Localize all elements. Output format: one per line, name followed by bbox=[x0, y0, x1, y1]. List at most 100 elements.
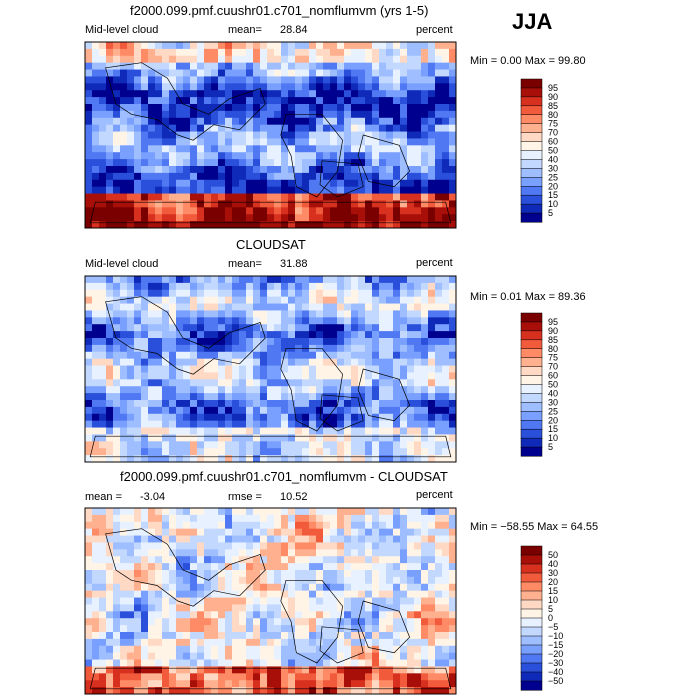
panel-2-frame bbox=[84, 275, 457, 463]
colorbar-swatch bbox=[520, 572, 543, 583]
colorbar-tick-label: 0 bbox=[548, 613, 553, 623]
colorbar-swatch bbox=[520, 105, 543, 116]
colorbar-swatch bbox=[520, 653, 543, 664]
colorbar-swatch bbox=[520, 96, 543, 107]
colorbar-swatch bbox=[520, 626, 543, 637]
colorbar-swatch bbox=[520, 393, 543, 403]
panel-2-title: CLOUDSAT bbox=[236, 237, 306, 252]
panel-3-map bbox=[85, 508, 456, 694]
colorbar-tick-label: −10 bbox=[548, 631, 563, 641]
colorbar-tick-label: 15 bbox=[548, 190, 558, 200]
panel-3-units: percent bbox=[416, 489, 453, 501]
colorbar-swatch bbox=[520, 545, 543, 556]
colorbar-swatch bbox=[520, 114, 543, 125]
panel-1-mean-value: 28.84 bbox=[280, 24, 308, 36]
colorbar-swatch bbox=[520, 635, 543, 646]
colorbar-tick-label: 15 bbox=[548, 424, 558, 434]
colorbar-swatch bbox=[520, 617, 543, 628]
colorbar-tick-label: 70 bbox=[548, 128, 558, 138]
colorbar-swatch bbox=[520, 87, 543, 98]
panel-1-units: percent bbox=[416, 24, 453, 36]
colorbar-tick-label: 60 bbox=[548, 137, 558, 147]
colorbar-tick-label: −20 bbox=[548, 649, 563, 659]
colorbar-swatch bbox=[520, 168, 543, 178]
colorbar-swatch bbox=[520, 446, 543, 457]
colorbar-swatch bbox=[520, 563, 543, 574]
colorbar-swatch bbox=[520, 680, 543, 691]
colorbar-swatch bbox=[520, 375, 543, 386]
colorbar-tick-label: 20 bbox=[548, 181, 558, 191]
colorbar-swatch bbox=[520, 420, 543, 430]
colorbar-swatch bbox=[520, 186, 543, 196]
panel-3-mean-label: mean = bbox=[85, 491, 122, 503]
panel-1-map bbox=[85, 42, 456, 228]
colorbar-swatch bbox=[520, 312, 543, 323]
colorbar-swatch bbox=[520, 212, 543, 223]
colorbar-swatch bbox=[520, 203, 543, 214]
colorbar-tick-label: 10 bbox=[548, 199, 558, 209]
colorbar-tick-label: 40 bbox=[548, 388, 558, 398]
season-label: JJA bbox=[512, 9, 553, 34]
colorbar-tick-label: 75 bbox=[548, 119, 558, 129]
colorbar-swatch bbox=[520, 348, 543, 359]
colorbar-swatch bbox=[520, 599, 543, 610]
colorbar-tick-label: 85 bbox=[548, 101, 558, 111]
colorbar-swatch bbox=[520, 590, 543, 601]
colorbar-tick-label: 50 bbox=[548, 380, 558, 390]
colorbar-swatch bbox=[520, 194, 543, 205]
panel-3-range: Min = −58.55 Max = 64.55 bbox=[470, 521, 599, 533]
colorbar-tick-label: 30 bbox=[548, 568, 558, 578]
colorbar-tick-label: −50 bbox=[548, 676, 563, 686]
panel-2-map bbox=[85, 276, 456, 462]
colorbar-tick-label: 75 bbox=[548, 353, 558, 363]
colorbar-tick-label: 10 bbox=[548, 433, 558, 443]
colorbar-swatch bbox=[520, 123, 543, 134]
panel-1-range: Min = 0.00 Max = 99.80 bbox=[470, 55, 586, 67]
colorbar-swatch bbox=[520, 141, 543, 152]
panel-1-field-label: Mid-level cloud bbox=[85, 24, 159, 36]
panel-3-frame bbox=[84, 507, 457, 695]
colorbar-swatch bbox=[520, 132, 543, 143]
colorbar-tick-label: 70 bbox=[548, 362, 558, 372]
colorbar-tick-label: 40 bbox=[548, 559, 558, 569]
panel-1-mean-label: mean= bbox=[228, 24, 262, 36]
colorbar-swatch bbox=[520, 554, 543, 565]
colorbar-swatch bbox=[520, 159, 543, 169]
colorbar-tick-label: 15 bbox=[548, 586, 558, 596]
panel-3-title: f2000.099.pmf.cuushr01.c701_nomflumvm - … bbox=[120, 469, 448, 484]
colorbar-swatch bbox=[520, 330, 543, 341]
colorbar-swatch bbox=[520, 581, 543, 592]
panel-3-rmse-label: rmse = bbox=[228, 491, 262, 503]
colorbar-swatch bbox=[520, 150, 543, 160]
colorbar-tick-label: 30 bbox=[548, 397, 558, 407]
colorbar-tick-label: 5 bbox=[548, 442, 553, 452]
colorbar-tick-label: 25 bbox=[548, 172, 558, 182]
colorbar-swatch bbox=[520, 339, 543, 350]
colorbar-swatch bbox=[520, 662, 543, 673]
colorbar-tick-label: 5 bbox=[548, 604, 553, 614]
colorbar-tick-label: 80 bbox=[548, 344, 558, 354]
colorbar-tick-label: −40 bbox=[548, 667, 563, 677]
colorbar-swatch bbox=[520, 384, 543, 394]
colorbar-tick-label: 80 bbox=[548, 110, 558, 120]
colorbar-tick-label: 85 bbox=[548, 335, 558, 345]
colorbar-swatch bbox=[520, 366, 543, 377]
colorbar-tick-label: 90 bbox=[548, 92, 558, 102]
colorbar-swatch bbox=[520, 428, 543, 439]
colorbar-tick-label: −30 bbox=[548, 658, 563, 668]
panel-3-rmse-value: 10.52 bbox=[280, 491, 308, 503]
colorbar-tick-label: 30 bbox=[548, 163, 558, 173]
colorbar-swatch bbox=[520, 321, 543, 332]
colorbar-tick-label: 95 bbox=[548, 83, 558, 93]
panel-2-range: Min = 0.01 Max = 89.36 bbox=[470, 291, 586, 303]
colorbar-swatch bbox=[520, 78, 543, 89]
colorbar-tick-label: 25 bbox=[548, 406, 558, 416]
colorbar-tick-label: −5 bbox=[548, 622, 558, 632]
colorbar-swatch bbox=[520, 437, 543, 448]
colorbar-tick-label: 90 bbox=[548, 326, 558, 336]
colorbar-swatch bbox=[520, 411, 543, 421]
